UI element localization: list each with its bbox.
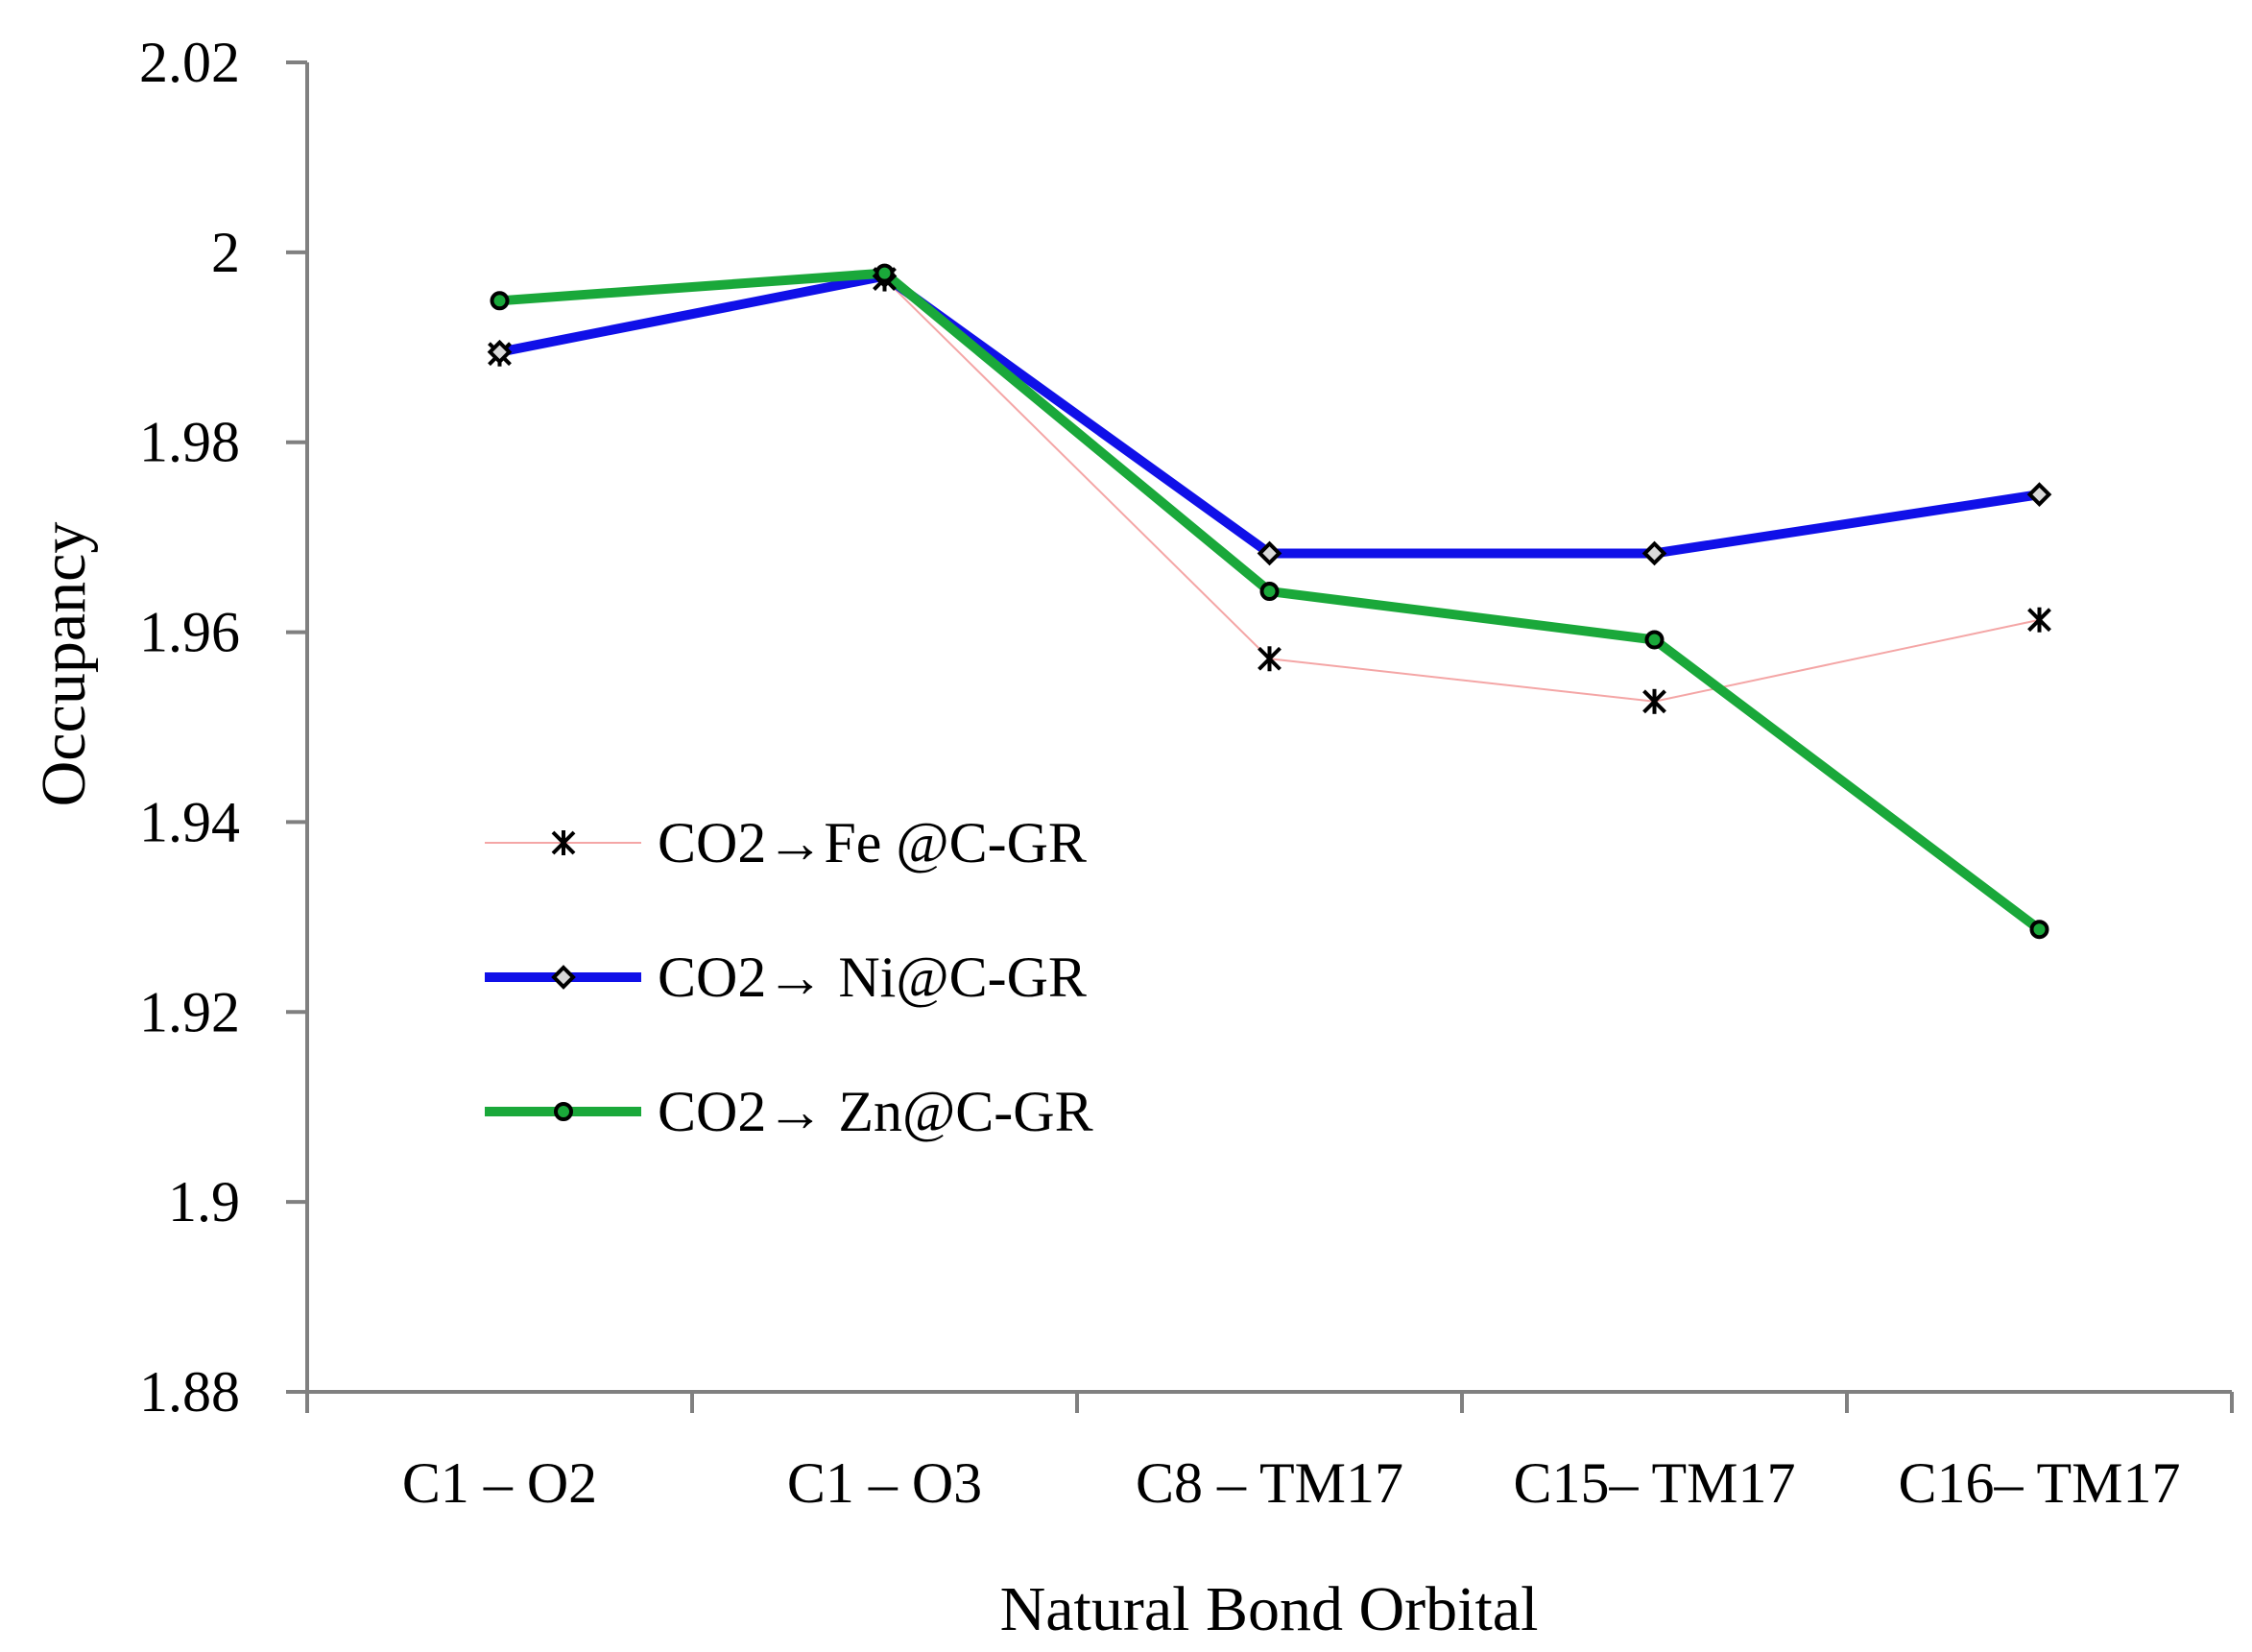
legend: CO2→Fe @C-GR CO2→ Ni@C-GR CO2→ Zn@C-GR <box>485 811 1093 1143</box>
data-point-ni <box>487 339 513 365</box>
data-point-zn <box>2029 920 2049 940</box>
data-point-ni <box>1641 540 1667 566</box>
legend-label-ni: CO2→ Ni@C-GR <box>658 946 1087 1009</box>
y-axis-title: Occupancy <box>29 522 99 807</box>
y-tick-label: 1.9 <box>168 1170 240 1233</box>
legend-marker-fe <box>551 830 576 855</box>
x-ticks: C1 – O2 C1 – O3 C8 – TM17 C15– TM17 C16– TM1… <box>305 1392 2234 1515</box>
series-line-fe <box>498 277 2041 703</box>
y-tick-label: 2 <box>211 221 240 284</box>
data-point-ni <box>2026 482 2052 507</box>
data-point-zn <box>1259 582 1280 602</box>
y-tick-label: 1.98 <box>139 411 240 474</box>
x-tick-label: C15– TM17 <box>1514 1451 1796 1515</box>
y-tick-label: 1.92 <box>139 980 240 1043</box>
legend-label-zn: CO2→ Zn@C-GR <box>658 1080 1093 1143</box>
y-ticks: 1.88 1.9 1.92 1.94 1.96 1.98 2 2.02 <box>139 31 307 1424</box>
x-tick-label: C8 – TM17 <box>1136 1451 1403 1515</box>
y-tick-label: 1.88 <box>139 1360 240 1424</box>
axes <box>305 62 2232 1394</box>
data-point-fe <box>1642 688 1666 714</box>
y-tick-label: 1.94 <box>139 790 240 853</box>
data-point-zn <box>874 263 895 283</box>
data-point-fe <box>2027 607 2051 633</box>
legend-marker-ni <box>551 965 576 990</box>
series-markers <box>487 263 2052 940</box>
x-tick-label: C16– TM17 <box>1899 1451 2181 1515</box>
data-point-zn <box>490 291 510 311</box>
legend-label-fe: CO2→Fe @C-GR <box>658 811 1087 874</box>
y-tick-label: 1.96 <box>139 601 240 664</box>
legend-marker-zn <box>554 1102 573 1121</box>
x-tick-label: C1 – O2 <box>402 1451 597 1515</box>
series-line-ni <box>494 271 2045 559</box>
x-axis-title: Natural Bond Orbital <box>1000 1574 1539 1644</box>
x-tick-label: C1 – O3 <box>787 1451 982 1515</box>
data-point-fe <box>1258 646 1282 672</box>
data-point-ni <box>1257 540 1282 566</box>
y-tick-label: 2.02 <box>139 31 240 94</box>
data-point-zn <box>1644 630 1665 650</box>
